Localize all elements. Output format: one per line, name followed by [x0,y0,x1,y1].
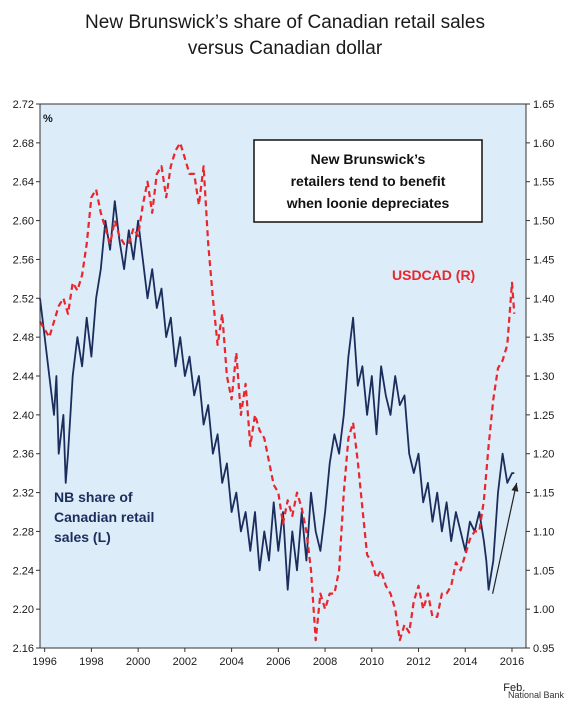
chart-title: New Brunswick’s share of Canadian retail… [0,10,570,62]
left-tick-label: 2.72 [13,99,34,111]
x-tick-label: 2016 [500,656,524,668]
right-tick-label: 0.95 [533,643,554,655]
left-tick-label: 2.56 [13,254,34,266]
left-tick-label: 2.32 [13,488,34,500]
x-tick-label: 2014 [453,656,477,668]
right-tick-label: 1.45 [533,254,554,266]
chart-title-line-1: New Brunswick’s share of Canadian retail… [85,12,485,33]
x-tick-label: 2012 [406,656,430,668]
right-tick-label: 1.10 [533,526,554,538]
trend-arrow-head [511,482,519,492]
x-tick-label: 2004 [219,656,243,668]
plot-frame [39,103,527,649]
right-tick-label: 1.25 [533,410,554,422]
annotation-text-line: when loonie depreciates [286,195,450,211]
x-tick-label: 2010 [360,656,384,668]
right-tick-label: 1.65 [533,99,554,111]
usdcad-series-line [39,141,516,642]
right-tick-label: 1.05 [533,565,554,577]
right-tick-label: 1.35 [533,332,554,344]
left-tick-label: 2.44 [13,371,34,383]
nb-series-label-line: sales (L) [54,529,111,545]
left-tick-label: 2.36 [13,449,34,461]
left-axis-unit: % [43,113,53,125]
left-tick-label: 2.64 [13,177,34,189]
right-tick-label: 1.55 [533,177,554,189]
x-tick-label: 2000 [126,656,150,668]
trend-arrow-shaft [492,482,518,594]
left-tick-label: 2.68 [13,138,34,150]
left-tick-label: 2.16 [13,643,34,655]
x-extra-label: Feb. [503,682,525,694]
right-tick-label: 1.00 [533,604,554,616]
x-tick-label: 1996 [32,656,56,668]
right-tick-label: 1.60 [533,138,554,150]
nb-series-label-line: NB share of [54,489,133,505]
annotation-text-line: New Brunswick’s [311,151,426,167]
x-tick-label: 1998 [79,656,103,668]
x-tick-label: 2008 [313,656,337,668]
left-tick-label: 2.24 [13,565,34,577]
left-tick-label: 2.60 [13,216,34,228]
x-tick-label: 2006 [266,656,290,668]
source-credit: National Bank [507,690,564,700]
left-tick-label: 2.40 [13,410,34,422]
nb-series-label-line: Canadian retail [54,509,154,525]
left-tick-label: 2.28 [13,526,34,538]
right-tick-label: 1.20 [533,449,554,461]
left-tick-label: 2.48 [13,332,34,344]
x-tick-label: 2002 [173,656,197,668]
chart-title-line-2: versus Canadian dollar [187,38,383,59]
left-tick-label: 2.20 [13,604,34,616]
right-tick-label: 1.40 [533,293,554,305]
right-tick-label: 1.15 [533,488,554,500]
right-tick-label: 1.50 [533,216,554,228]
usdcad-series-label: USDCAD (R) [392,267,475,283]
annotation-text-line: retailers tend to benefit [291,173,446,189]
left-tick-label: 2.52 [13,293,34,305]
right-tick-label: 1.30 [533,371,554,383]
annotation-box [253,139,483,223]
